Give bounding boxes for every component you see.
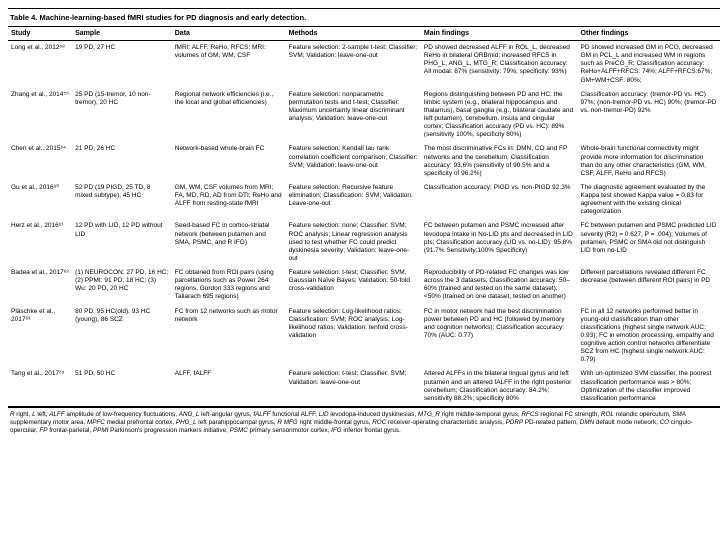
cell-methods: Feature selection: 2-sample t-test; Clas… <box>286 41 421 88</box>
table-footnote: R right, L left, ALFF amplitude of low-f… <box>8 408 720 436</box>
cell-data: Regional network efficiencies (i.e., the… <box>172 88 286 143</box>
cell-other: The diagnostic agreement evaluated by th… <box>578 181 720 220</box>
fmri-studies-table: Study Sample Data Methods Main findings … <box>8 27 720 407</box>
cell-other: Whole-brain functional connectivity migh… <box>578 142 720 181</box>
cell-methods: Feature selection: Log-likelihood ratios… <box>286 305 421 368</box>
col-data: Data <box>172 27 286 41</box>
cell-study: Zhang et al., 2014⁵⁹ <box>8 88 72 143</box>
col-study: Study <box>8 27 72 41</box>
cell-main: FC between putamen and PSMC increased af… <box>421 219 578 266</box>
col-main: Main findings <box>421 27 578 41</box>
cell-sample: 51 PD, 50 HC <box>72 367 172 406</box>
cell-sample: 21 PD, 26 HC <box>72 142 172 181</box>
table-header-row: Study Sample Data Methods Main findings … <box>8 27 720 41</box>
cell-methods: Feature selection: Kendall tau rank corr… <box>286 142 421 181</box>
cell-study: Badea et al., 2017⁶² <box>8 266 72 305</box>
table-title: Table 4. Machine-learning-based fMRI stu… <box>8 9 720 27</box>
col-sample: Sample <box>72 27 172 41</box>
cell-other: Different parcellations revealed differe… <box>578 266 720 305</box>
cell-study: Pläschke et al., 2017⁶³ <box>8 305 72 368</box>
cell-other: FC in all 12 networks performed better i… <box>578 305 720 368</box>
cell-other: PD showed increased GM in PCG, decreased… <box>578 41 720 88</box>
cell-data: FC from 12 networks such as motor networ… <box>172 305 286 368</box>
cell-methods: Feature selection: nonparametric permuta… <box>286 88 421 143</box>
cell-main: Altered ALFFs in the bilateral lingual g… <box>421 367 578 406</box>
cell-study: Long et al., 2012⁵⁸ <box>8 41 72 88</box>
cell-data: Network-based whole-brain FC <box>172 142 286 181</box>
cell-sample: 25 PD (15-tremor, 10 non-tremor), 20 HC <box>72 88 172 143</box>
table-row: Pläschke et al., 2017⁶³80 PD, 95 HC(old)… <box>8 305 720 368</box>
cell-sample: (1) NEUROCON: 27 PD, 16 HC; (2) PPMI: 91… <box>72 266 172 305</box>
cell-study: Chen et al., 2015⁶⁴ <box>8 142 72 181</box>
cell-sample: 12 PD with LID, 12 PD without LID <box>72 219 172 266</box>
col-methods: Methods <box>286 27 421 41</box>
table-row: Long et al., 2012⁵⁸19 PD, 27 HCfMRI: ALF… <box>8 41 720 88</box>
cell-main: FC in motor network had the best discrim… <box>421 305 578 368</box>
cell-sample: 80 PD, 95 HC(old), 93 HC (young), 86 SCZ <box>72 305 172 368</box>
cell-other: FC between putamen and PSMC predicted LI… <box>578 219 720 266</box>
cell-sample: 19 PD, 27 HC <box>72 41 172 88</box>
col-other: Other findings <box>578 27 720 41</box>
cell-sample: 52 PD (19 PIGD, 25 TD, 8 mixed subtype),… <box>72 181 172 220</box>
cell-main: The most discriminative FCs in: DMN, CO … <box>421 142 578 181</box>
cell-methods: Feature selection: none; Classifier: SVM… <box>286 219 421 266</box>
table-row: Gu et al., 2016⁶⁰52 PD (19 PIGD, 25 TD, … <box>8 181 720 220</box>
cell-study: Tang et al., 2017⁶⁵ <box>8 367 72 406</box>
cell-main: Classification accuracy: PIGD vs. non-PI… <box>421 181 578 220</box>
cell-methods: Feature selection: t-test; Classifier: S… <box>286 266 421 305</box>
cell-other: Classification accuracy: (tremor-PD vs. … <box>578 88 720 143</box>
cell-data: GM, WM, CSF volumes from MRI; FA, MD, RD… <box>172 181 286 220</box>
cell-data: ALFF, fALFF <box>172 367 286 406</box>
cell-methods: Feature selection: t-test; Classifier: S… <box>286 367 421 406</box>
table-row: Chen et al., 2015⁶⁴21 PD, 26 HCNetwork-b… <box>8 142 720 181</box>
cell-other: With un-optimized SVM classifier, the po… <box>578 367 720 406</box>
table-row: Tang et al., 2017⁶⁵51 PD, 50 HCALFF, fAL… <box>8 367 720 406</box>
cell-main: Reproducibility of PD-related FC changes… <box>421 266 578 305</box>
cell-data: Seed-based FC in cortico-striatal networ… <box>172 219 286 266</box>
cell-study: Gu et al., 2016⁶⁰ <box>8 181 72 220</box>
cell-methods: Feature selection: Recursive feature eli… <box>286 181 421 220</box>
cell-study: Herz et al., 2016⁶¹ <box>8 219 72 266</box>
table-row: Herz et al., 2016⁶¹12 PD with LID, 12 PD… <box>8 219 720 266</box>
table-container: Table 4. Machine-learning-based fMRI stu… <box>8 8 720 408</box>
cell-main: Regions distinguishing between PD and HC… <box>421 88 578 143</box>
table-row: Badea et al., 2017⁶²(1) NEUROCON: 27 PD,… <box>8 266 720 305</box>
cell-data: fMRI: ALFF, ReHo, RFCS; MRI: volumes of … <box>172 41 286 88</box>
cell-data: FC obtained from ROI pairs (using parcel… <box>172 266 286 305</box>
cell-main: PD showed decreased ALFF in ROL_L, decre… <box>421 41 578 88</box>
table-row: Zhang et al., 2014⁵⁹25 PD (15-tremor, 10… <box>8 88 720 143</box>
